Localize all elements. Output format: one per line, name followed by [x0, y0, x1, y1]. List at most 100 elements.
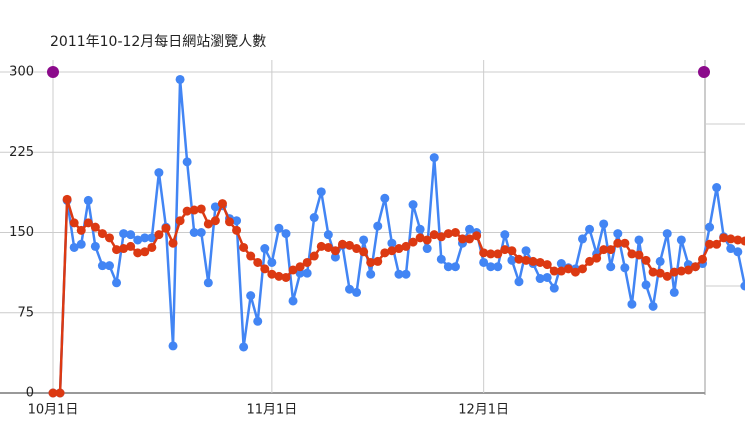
point	[380, 193, 390, 203]
point	[620, 238, 630, 248]
point	[274, 271, 284, 281]
point	[676, 266, 686, 276]
point	[309, 251, 319, 261]
point	[669, 267, 679, 277]
point	[281, 272, 291, 282]
point	[578, 234, 587, 244]
point	[606, 245, 616, 255]
point	[634, 235, 644, 245]
point	[119, 244, 129, 254]
point	[175, 74, 185, 84]
point	[267, 257, 277, 267]
point	[323, 230, 333, 240]
chart-title: 2011年10-12月每日網站瀏覽人數	[50, 34, 266, 50]
point	[394, 244, 404, 254]
point	[542, 272, 552, 282]
point	[655, 256, 665, 266]
point	[521, 255, 531, 265]
point	[232, 225, 242, 235]
point	[119, 229, 129, 239]
point	[507, 255, 517, 265]
point	[613, 238, 623, 248]
point	[429, 153, 439, 163]
point	[182, 206, 192, 216]
point	[521, 246, 531, 256]
point	[401, 269, 411, 279]
point	[578, 264, 587, 274]
point	[196, 204, 206, 214]
point	[705, 239, 715, 249]
point	[69, 242, 79, 252]
y-tick-label: 75	[17, 305, 34, 320]
point	[542, 260, 552, 270]
point	[126, 230, 136, 240]
point	[712, 239, 722, 249]
point	[76, 239, 86, 249]
point	[69, 218, 79, 228]
point	[83, 218, 93, 228]
point	[465, 224, 475, 234]
point	[514, 277, 524, 287]
point	[281, 229, 291, 239]
point	[648, 267, 658, 277]
point	[570, 267, 580, 277]
point	[295, 262, 305, 272]
point	[436, 232, 446, 242]
point	[648, 301, 658, 311]
point	[486, 249, 496, 259]
point	[627, 249, 637, 259]
point	[535, 257, 545, 267]
point	[662, 229, 672, 239]
point	[457, 234, 467, 244]
point	[112, 278, 122, 288]
point	[140, 247, 150, 257]
annotation-marker	[698, 66, 710, 78]
point	[260, 244, 270, 254]
plot	[48, 74, 745, 398]
point	[366, 257, 376, 267]
point	[239, 242, 249, 252]
annotation-marker	[47, 66, 59, 78]
point	[302, 257, 312, 267]
point	[316, 187, 326, 197]
point	[479, 248, 489, 258]
point	[203, 278, 213, 288]
point	[232, 216, 242, 226]
point	[217, 199, 227, 209]
point	[549, 266, 559, 276]
series-line	[53, 198, 745, 395]
point	[408, 237, 418, 247]
point	[493, 249, 503, 259]
point	[655, 268, 665, 278]
point	[210, 216, 220, 226]
point	[83, 195, 93, 205]
point	[239, 342, 249, 352]
point	[641, 255, 651, 265]
point	[76, 225, 86, 235]
point	[175, 216, 185, 226]
point	[133, 235, 143, 245]
point	[225, 217, 234, 227]
point	[309, 213, 319, 223]
point	[726, 234, 736, 244]
point	[620, 263, 630, 273]
point	[210, 202, 220, 212]
point	[288, 265, 298, 275]
point	[168, 238, 178, 248]
point	[147, 233, 157, 243]
point	[48, 388, 58, 398]
point	[733, 235, 743, 245]
point	[182, 157, 192, 167]
point	[246, 291, 256, 301]
point	[479, 257, 489, 267]
point	[126, 241, 136, 251]
point	[740, 236, 745, 246]
point	[104, 233, 114, 243]
point	[373, 256, 383, 266]
point	[698, 254, 708, 264]
point	[613, 229, 623, 239]
point	[154, 230, 164, 240]
point	[606, 262, 616, 272]
point	[387, 246, 397, 256]
